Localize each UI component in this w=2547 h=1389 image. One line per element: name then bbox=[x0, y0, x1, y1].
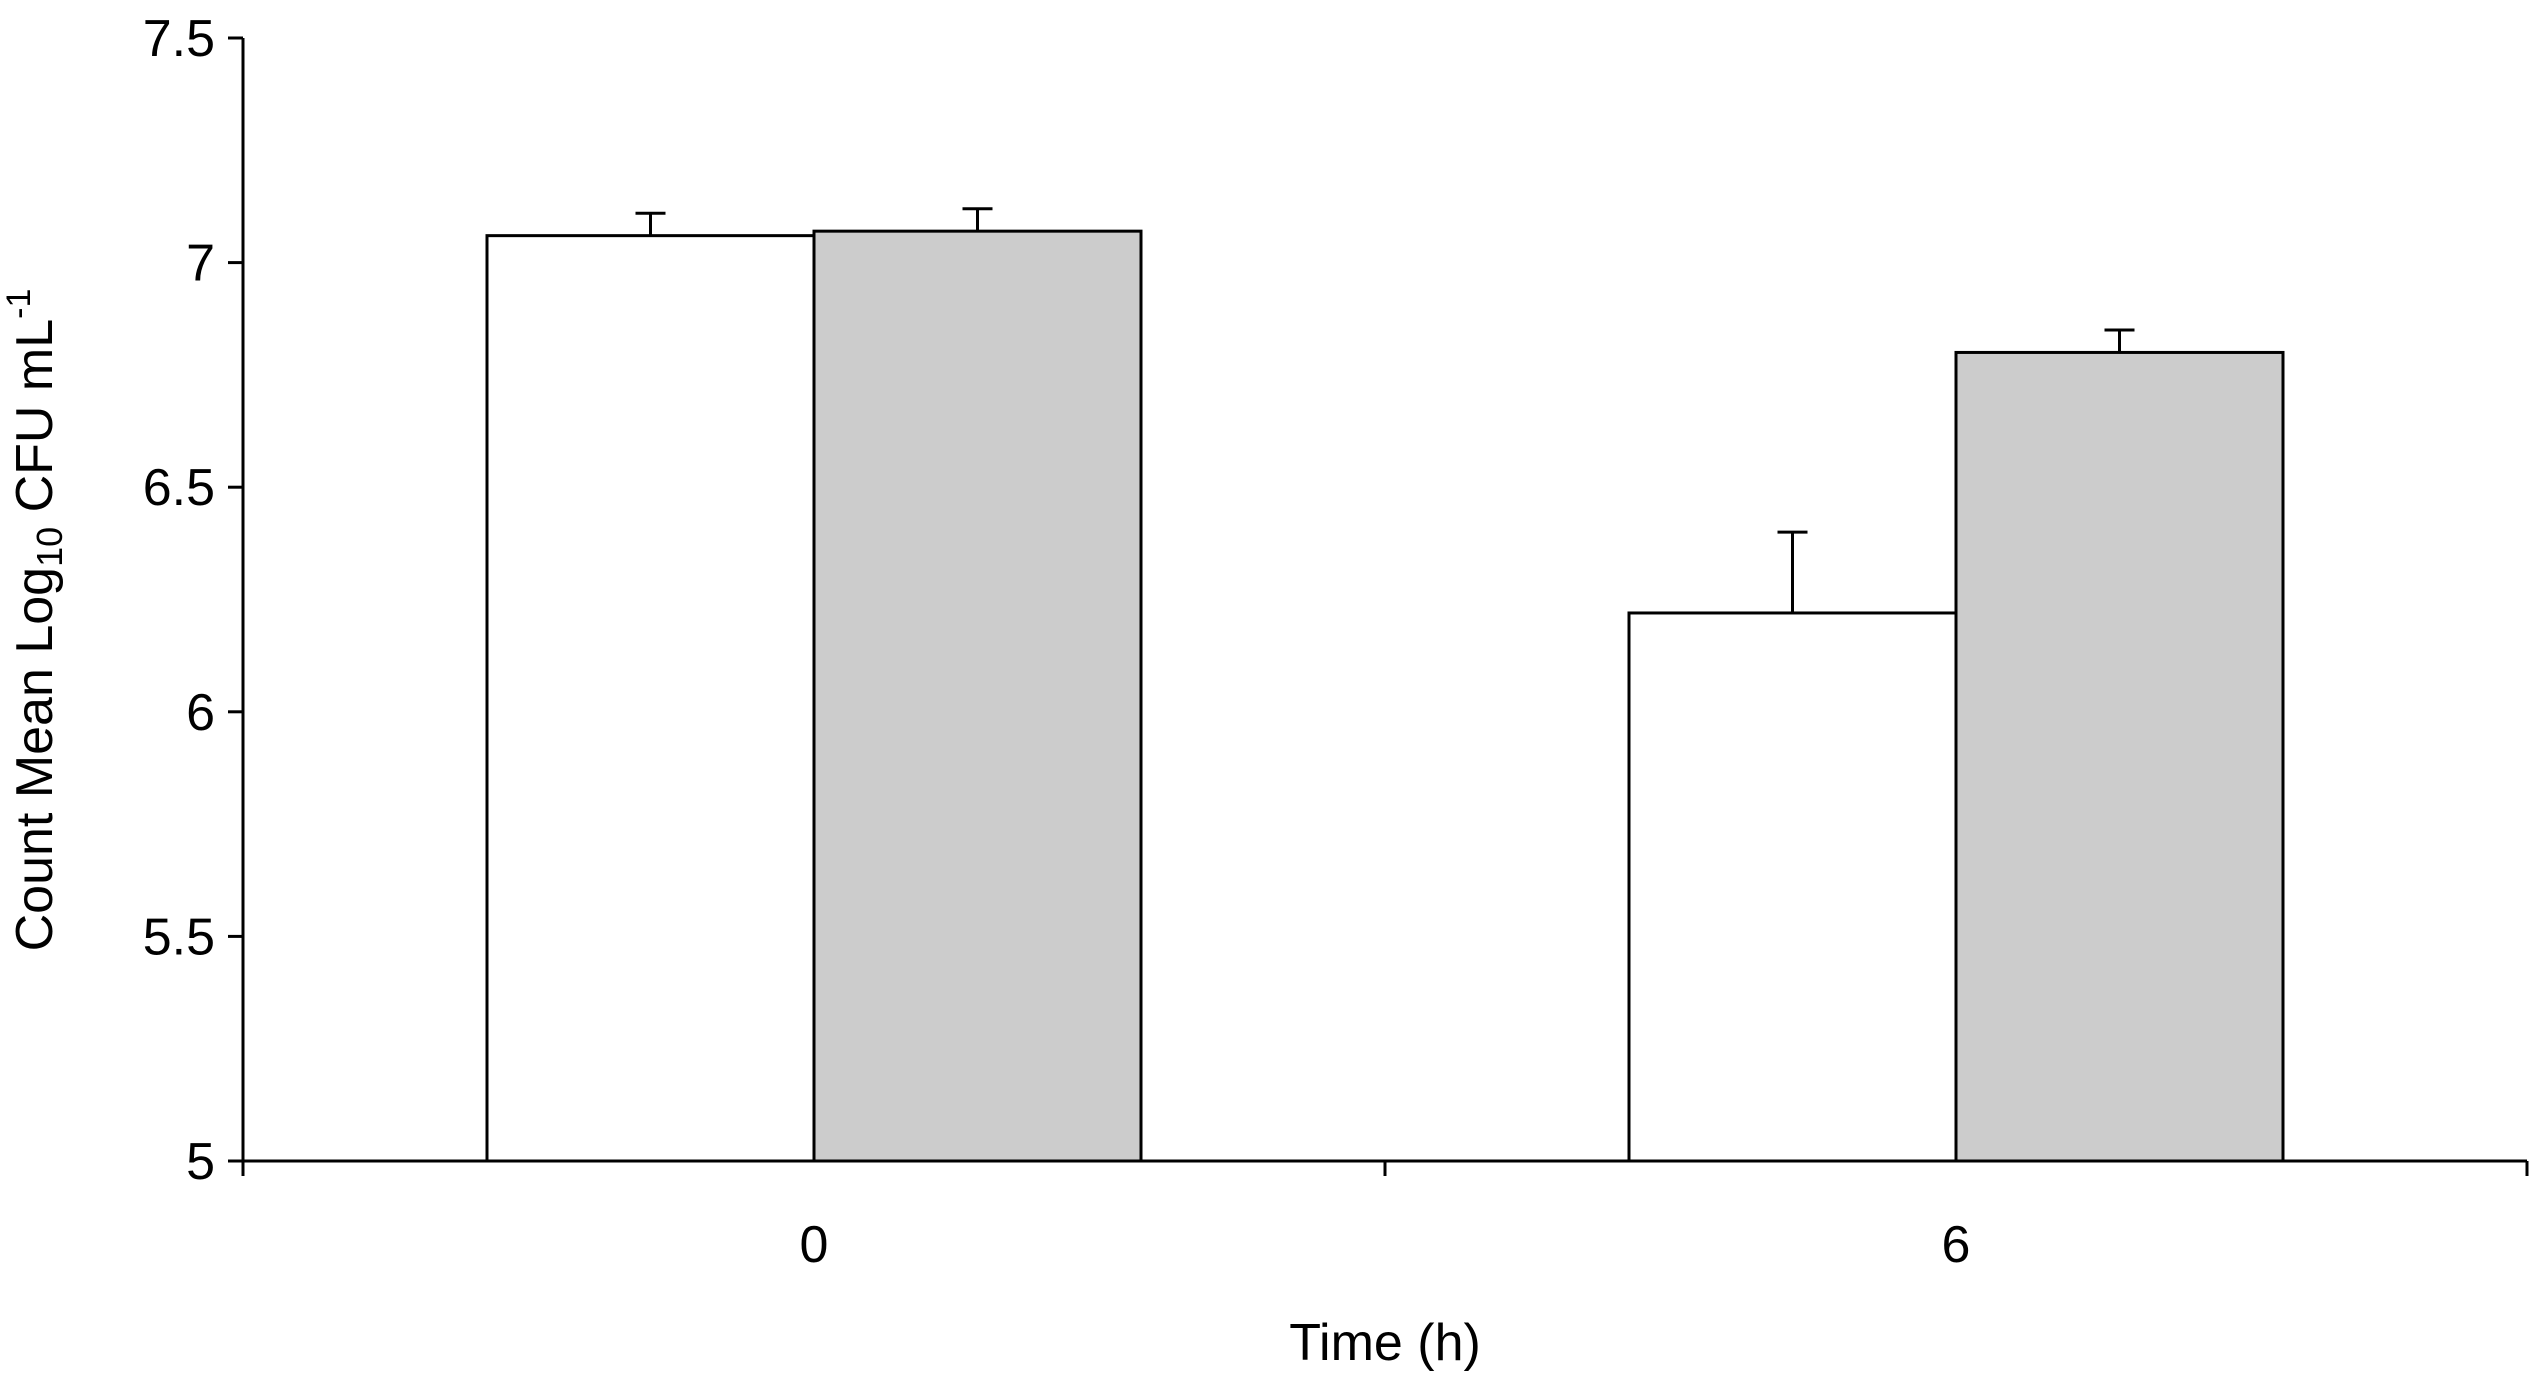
y-tick-label: 6.5 bbox=[143, 459, 215, 517]
bar bbox=[485, 234, 816, 1163]
bar bbox=[1954, 350, 2285, 1163]
y-axis-title: Count Mean Log10 CFU mL-1 bbox=[0, 289, 70, 952]
y-tick-label: 7 bbox=[186, 235, 215, 293]
bar bbox=[1627, 611, 1958, 1163]
y-axis-title-main: Count Mean Log bbox=[6, 567, 64, 952]
y-axis-title-superscript: -1 bbox=[0, 289, 38, 319]
x-tick-label: 0 bbox=[800, 1216, 829, 1274]
x-tick-label: 6 bbox=[1942, 1216, 1971, 1274]
bar bbox=[812, 229, 1143, 1163]
y-tick-label: 7.5 bbox=[143, 10, 215, 68]
bars-group bbox=[485, 229, 2285, 1163]
y-tick-label: 6 bbox=[186, 684, 215, 742]
error-bars-group bbox=[635, 207, 2135, 613]
y-ticks-group: 5 5.5 6 6.5 7 7.5 bbox=[143, 10, 243, 1191]
y-axis-title-unit: CFU mL bbox=[6, 319, 64, 527]
x-axis-title: Time (h) bbox=[1289, 1314, 1481, 1372]
y-axis-title-subscript: 10 bbox=[29, 527, 70, 567]
y-tick-label: 5.5 bbox=[143, 908, 215, 966]
y-tick-label: 5 bbox=[186, 1133, 215, 1191]
